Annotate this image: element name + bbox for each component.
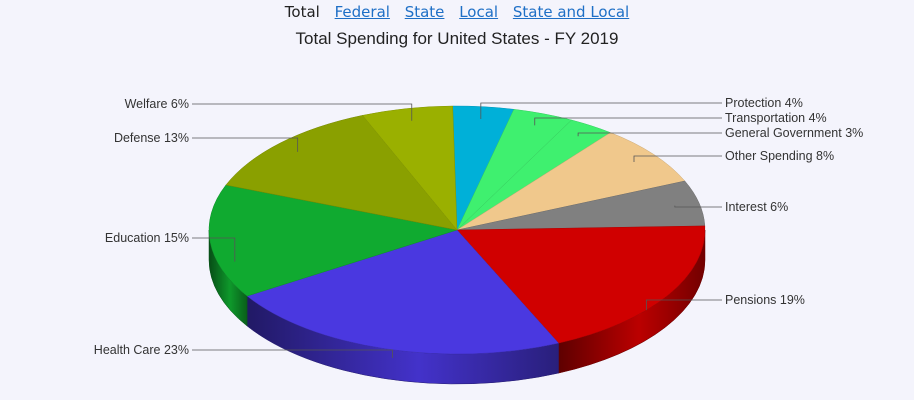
chart-title: Total Spending for United States - FY 20… xyxy=(296,29,619,48)
slice-label-8: Defense 13% xyxy=(114,131,189,145)
tab-state[interactable]: State xyxy=(404,3,445,21)
leader-line-3 xyxy=(633,155,722,163)
leader-line-6 xyxy=(192,349,393,358)
page-footer-strip xyxy=(0,400,914,407)
tab-state-and-local[interactable]: State and Local xyxy=(512,3,630,21)
slice-label-3: Other Spending 8% xyxy=(725,149,834,163)
slice-label-6: Health Care 23% xyxy=(94,343,189,357)
leader-line-8 xyxy=(192,137,299,152)
pie-slice-5[interactable] xyxy=(456,225,706,344)
slice-label-9: Welfare 6% xyxy=(125,97,189,111)
leader-line-7 xyxy=(192,237,236,262)
slice-label-5: Pensions 19% xyxy=(725,293,805,307)
pie-slice-3[interactable] xyxy=(456,132,686,231)
leader-line-5 xyxy=(645,299,722,311)
leader-line-9 xyxy=(192,103,413,121)
tab-local[interactable]: Local xyxy=(459,3,499,21)
pie-slice-8[interactable] xyxy=(225,115,458,231)
slice-label-2: General Government 3% xyxy=(725,126,863,140)
slice-label-4: Interest 6% xyxy=(725,200,788,214)
pie-slice-6[interactable] xyxy=(246,229,560,355)
slice-label-7: Education 15% xyxy=(105,231,189,245)
leader-lines xyxy=(192,102,722,358)
slice-labels: Protection 4%Transportation 4%General Go… xyxy=(94,96,863,357)
leader-line-2 xyxy=(577,132,722,137)
pie-tops xyxy=(208,105,706,355)
leader-line-4 xyxy=(674,205,722,208)
source-tabs: Total Federal State Local State and Loca… xyxy=(0,3,914,21)
tab-total: Total xyxy=(284,3,320,21)
leader-line-1 xyxy=(534,117,722,126)
tab-federal[interactable]: Federal xyxy=(334,3,390,21)
slice-label-1: Transportation 4% xyxy=(725,111,827,125)
leader-line-0 xyxy=(480,102,722,120)
pie-slice-9[interactable] xyxy=(362,105,458,231)
slice-label-0: Protection 4% xyxy=(725,96,803,110)
pie-slice-7[interactable] xyxy=(208,184,458,297)
